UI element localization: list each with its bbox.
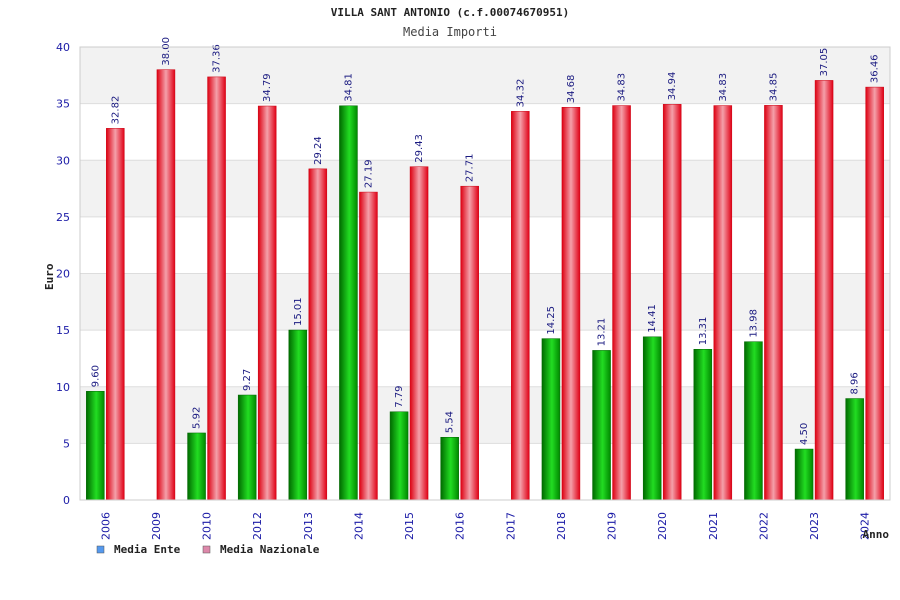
bar-media-nazionale-2024: [865, 86, 884, 501]
legend-swatch-media-nazionale: [202, 545, 211, 554]
legend-label-media-ente: Media Ente: [114, 543, 181, 556]
data-label-media-nazionale-2021: 34.83: [718, 73, 729, 102]
data-label-media-nazionale-2010: 37.36: [212, 44, 223, 73]
data-label-media-ente-2014: 34.81: [343, 73, 354, 102]
data-label-media-nazionale-2022: 34.85: [768, 73, 779, 102]
data-label-media-ente-2006: 9.60: [90, 365, 101, 387]
bar-media-ente-2006: [86, 391, 105, 501]
data-label-media-nazionale-2020: 34.94: [667, 72, 678, 101]
bar-media-ente-2023: [794, 448, 814, 501]
x-axis-title: Anno: [863, 528, 890, 541]
bar-media-nazionale-2013: [308, 168, 328, 501]
data-label-media-ente-2012: 9.27: [242, 369, 253, 391]
y-tick-label: 40: [56, 41, 70, 54]
bar-media-ente-2020: [642, 336, 662, 501]
y-axis-title: Euro: [43, 263, 56, 290]
bar-media-nazionale-2018: [561, 106, 581, 501]
x-tick-label-2015: 2015: [403, 512, 416, 540]
bar-media-ente-2021: [693, 349, 713, 501]
data-label-media-ente-2018: 14.25: [546, 306, 557, 335]
bar-media-nazionale-2020: [662, 104, 682, 501]
x-tick-label-2021: 2021: [707, 512, 720, 540]
data-label-media-ente-2019: 13.21: [597, 318, 608, 347]
bar-media-ente-2018: [541, 338, 561, 501]
y-tick-label: 0: [63, 494, 70, 507]
data-label-media-nazionale-2017: 34.32: [515, 79, 526, 108]
bar-media-nazionale-2021: [713, 105, 733, 501]
x-tick-label-2020: 2020: [656, 512, 669, 540]
x-tick-label-2009: 2009: [150, 512, 163, 540]
data-label-media-ente-2023: 4.50: [799, 423, 810, 445]
bar-media-ente-2010: [187, 432, 206, 501]
data-label-media-ente-2015: 7.79: [394, 386, 405, 408]
y-tick-label: 5: [63, 437, 70, 450]
data-label-media-ente-2020: 14.41: [647, 304, 658, 333]
bar-media-nazionale-2022: [764, 105, 783, 501]
x-tick-label-2014: 2014: [352, 512, 365, 540]
y-tick-label: 25: [56, 211, 70, 224]
x-tick-label-2024: 2024: [859, 512, 872, 540]
bar-media-nazionale-2015: [409, 166, 429, 501]
bar-media-nazionale-2019: [612, 105, 631, 501]
data-label-media-ente-2013: 15.01: [293, 297, 304, 326]
data-label-media-nazionale-2024: 36.46: [870, 54, 881, 83]
bar-media-nazionale-2009: [156, 69, 176, 501]
data-label-media-nazionale-2019: 34.83: [617, 73, 628, 102]
data-label-media-ente-2010: 5.92: [192, 407, 203, 429]
data-label-media-ente-2021: 13.31: [698, 317, 709, 346]
x-tick-label-2017: 2017: [504, 512, 517, 540]
chart-subtitle: Media Importi: [403, 25, 497, 39]
data-label-media-nazionale-2009: 38.00: [161, 37, 172, 66]
bar-media-nazionale-2006: [106, 128, 125, 501]
data-label-media-nazionale-2006: 32.82: [110, 96, 121, 125]
x-tick-label-2019: 2019: [606, 512, 619, 540]
bar-media-ente-2024: [845, 398, 864, 501]
x-tick-label-2013: 2013: [302, 512, 315, 540]
y-tick-label: 20: [56, 268, 70, 281]
bar-media-nazionale-2016: [460, 185, 479, 501]
x-tick-label-2022: 2022: [757, 512, 770, 540]
x-tick-label-2006: 2006: [99, 512, 112, 540]
bar-media-ente-2016: [440, 437, 459, 501]
bar-media-ente-2014: [339, 105, 358, 501]
data-label-media-nazionale-2018: 34.68: [566, 75, 577, 104]
bar-media-nazionale-2017: [511, 111, 530, 501]
legend-swatch-media-ente: [96, 545, 105, 554]
chart-title: VILLA SANT ANTONIO (c.f.00074670951): [330, 6, 570, 19]
plot-frame: [79, 46, 891, 501]
x-tick-label-2023: 2023: [808, 512, 821, 540]
y-tick-label: 30: [56, 154, 70, 167]
data-label-media-ente-2024: 8.96: [850, 372, 861, 394]
bar-media-ente-2019: [592, 350, 611, 501]
y-tick-label: 10: [56, 381, 70, 394]
y-tick-label: 35: [56, 98, 70, 111]
bar-media-ente-2015: [389, 411, 409, 501]
data-label-media-nazionale-2012: 34.79: [262, 73, 273, 102]
x-tick-label-2016: 2016: [454, 512, 467, 540]
data-label-media-nazionale-2015: 29.43: [414, 134, 425, 163]
bar-media-nazionale-2014: [359, 191, 378, 501]
bar-media-nazionale-2023: [814, 80, 834, 501]
bar-media-nazionale-2010: [207, 76, 226, 501]
data-label-media-ente-2022: 13.98: [748, 309, 759, 338]
legend-label-media-nazionale: Media Nazionale: [220, 543, 320, 556]
bar-media-nazionale-2012: [257, 105, 277, 501]
data-label-media-nazionale-2014: 27.19: [363, 159, 374, 188]
data-label-media-nazionale-2013: 29.24: [313, 136, 324, 165]
x-tick-label-2018: 2018: [555, 512, 568, 540]
x-tick-label-2012: 2012: [251, 512, 264, 540]
bar-media-ente-2022: [744, 341, 763, 501]
data-label-media-ente-2016: 5.54: [445, 411, 456, 433]
y-tick-label: 15: [56, 324, 70, 337]
data-label-media-nazionale-2016: 27.71: [465, 154, 476, 183]
x-tick-label-2010: 2010: [201, 512, 214, 540]
data-label-media-nazionale-2023: 37.05: [819, 48, 830, 77]
bar-media-ente-2013: [288, 329, 308, 501]
bar-media-ente-2012: [237, 394, 257, 501]
